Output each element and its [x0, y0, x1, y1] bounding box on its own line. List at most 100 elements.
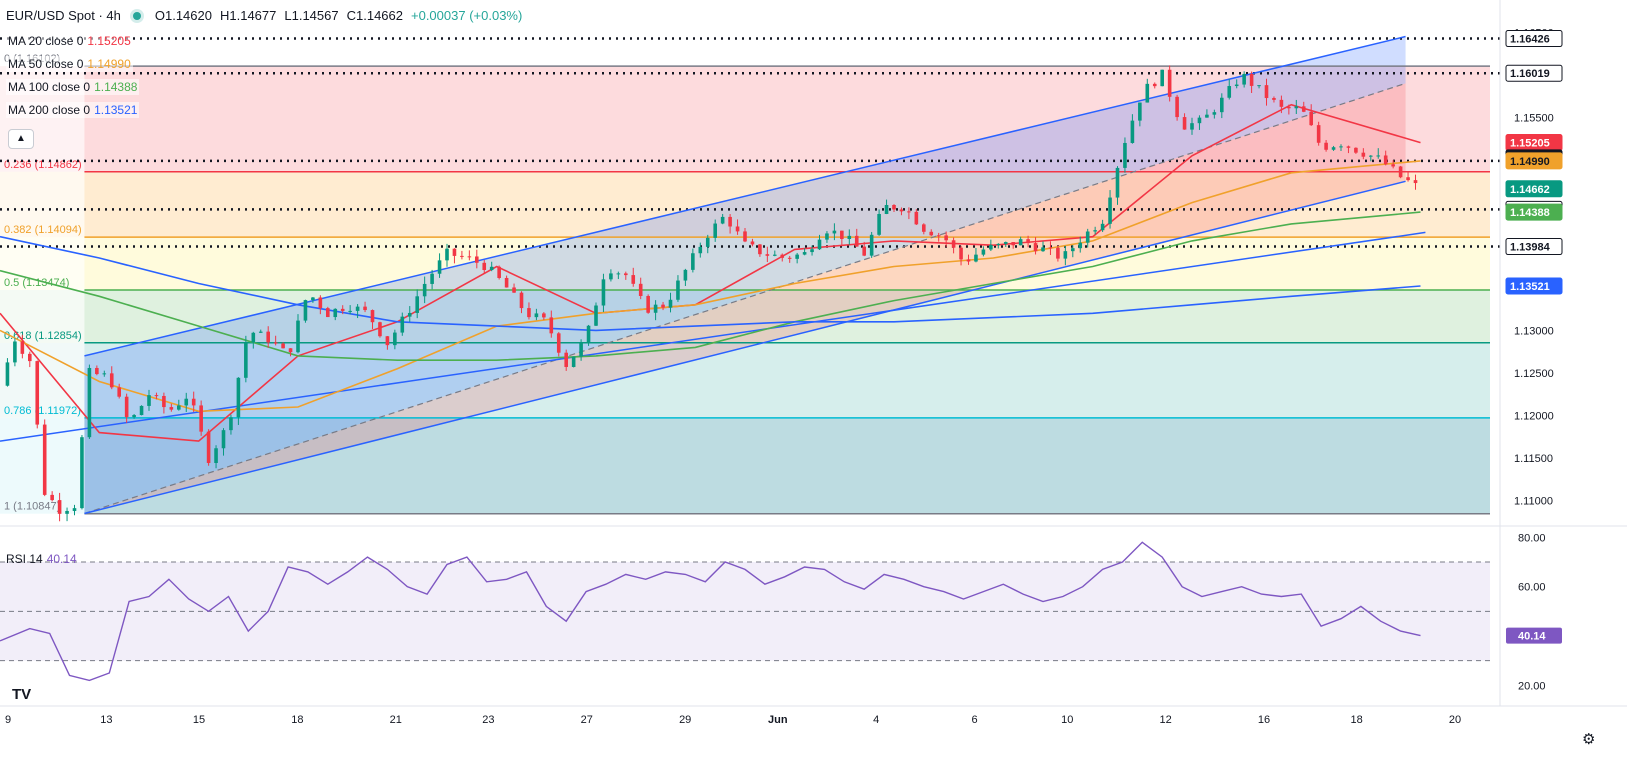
ma100-legend[interactable]: MA 100 close 0 1.14388 [6, 79, 140, 95]
gear-icon[interactable]: ⚙ [1582, 731, 1596, 748]
ma-line-ma50 [0, 160, 1421, 413]
candle-body [258, 331, 263, 333]
candle-body [50, 494, 54, 501]
candle-body [422, 283, 427, 297]
candle-body [1018, 239, 1023, 246]
price-badge-label: 1.13984 [1510, 242, 1551, 254]
candle-body [676, 280, 680, 300]
ma200-legend[interactable]: MA 200 close 0 1.13521 [6, 102, 140, 118]
price-badge [1505, 203, 1563, 221]
candle-body [1190, 123, 1194, 130]
candle-body [653, 304, 658, 313]
candle-body [884, 205, 889, 214]
ma100-label: MA 100 close 0 [8, 80, 91, 94]
price-badge-label: 1.15205 [1510, 138, 1550, 150]
x-tick-label: 4 [873, 714, 879, 726]
candle-body [847, 235, 852, 240]
candle-body [1287, 106, 1291, 109]
ma50-legend[interactable]: MA 50 close 0 1.14990 [6, 56, 133, 72]
candle-body [519, 292, 524, 309]
candle-body [57, 500, 62, 514]
tradingview-logo[interactable]: TV [12, 686, 32, 703]
candle-body [154, 395, 159, 397]
candle-body [1093, 230, 1097, 232]
candle-body [922, 224, 926, 232]
x-tick-label: 21 [390, 714, 402, 726]
candle-body [1056, 247, 1060, 259]
candle-body [1108, 197, 1112, 224]
candle-body [87, 367, 92, 438]
candle-body [951, 240, 956, 248]
candle-body [810, 249, 814, 253]
candle-body [1152, 83, 1157, 87]
rsi-legend[interactable]: RSI 14 40.14 [6, 552, 77, 566]
candle-body [1383, 155, 1388, 165]
ohlc-change: +0.00037 (+0.03%) [411, 8, 523, 23]
fib-zone-left [0, 171, 85, 238]
candle-body [221, 430, 226, 449]
symbol-title[interactable]: EUR/USD Spot · 4h [6, 8, 121, 23]
candle-body [348, 310, 352, 312]
price-badge [1505, 277, 1563, 295]
x-tick-label: 16 [1258, 714, 1270, 726]
candle-body [691, 253, 695, 270]
candle-body [311, 297, 315, 301]
candle-body [28, 353, 32, 362]
candle-body [1331, 147, 1336, 150]
candle-body [877, 213, 881, 235]
price-badge-label: 1.16019 [1510, 68, 1550, 80]
ma20-legend[interactable]: MA 20 close 0 1.15205 [6, 33, 133, 49]
candle-body [251, 332, 256, 343]
candle-body [1167, 69, 1172, 97]
candle-body [512, 287, 516, 293]
rsi-band [0, 562, 1490, 661]
candle-body [646, 295, 650, 313]
candle-body [579, 342, 583, 357]
candle-body [631, 275, 636, 284]
candle-body [1220, 97, 1224, 113]
candle-body [966, 259, 971, 262]
candle-body [705, 237, 710, 247]
fib-label: 0.786 (1.11972) [4, 405, 81, 417]
ohlc-close: C1.14662 [346, 8, 403, 23]
candle-body [1085, 231, 1090, 243]
candle-body [1398, 166, 1403, 178]
candle-body [65, 510, 69, 514]
candle-body [318, 297, 323, 309]
ma50-label: MA 50 close 0 [8, 57, 84, 71]
candle-body [780, 254, 785, 258]
candle-body [95, 367, 99, 375]
candle-body [467, 256, 472, 258]
x-tick-label: 6 [972, 714, 978, 726]
candle-body [177, 405, 181, 410]
x-tick-label: 13 [100, 714, 112, 726]
candle-body [594, 305, 598, 326]
candle-body [609, 273, 613, 280]
channel-middle-line [84, 82, 1406, 515]
candle-body [475, 256, 479, 263]
price-badge-label: 1.14388 [1510, 207, 1550, 219]
collapse-legend-button[interactable]: ▲ [8, 129, 34, 149]
candle-body [527, 308, 531, 318]
x-tick-label: 15 [193, 714, 205, 726]
candle-body [1391, 164, 1395, 167]
rsi-value-badge-label: 40.14 [1518, 631, 1546, 643]
candle-body [296, 320, 300, 353]
candle-body [35, 361, 40, 425]
candle-body [1078, 242, 1083, 249]
candle-body [787, 257, 792, 259]
candle-body [534, 313, 539, 318]
candle-body [1361, 152, 1366, 157]
x-tick-label: 18 [291, 714, 303, 726]
candle-body [1071, 248, 1075, 252]
candle-body [959, 247, 963, 260]
candle-body [1234, 84, 1239, 87]
x-tick-label: 9 [5, 714, 11, 726]
x-tick-label: 23 [482, 714, 494, 726]
candle-body [728, 216, 732, 227]
ma100-value: 1.14388 [94, 80, 138, 94]
candle-body [601, 279, 606, 306]
candle-body [899, 209, 904, 212]
